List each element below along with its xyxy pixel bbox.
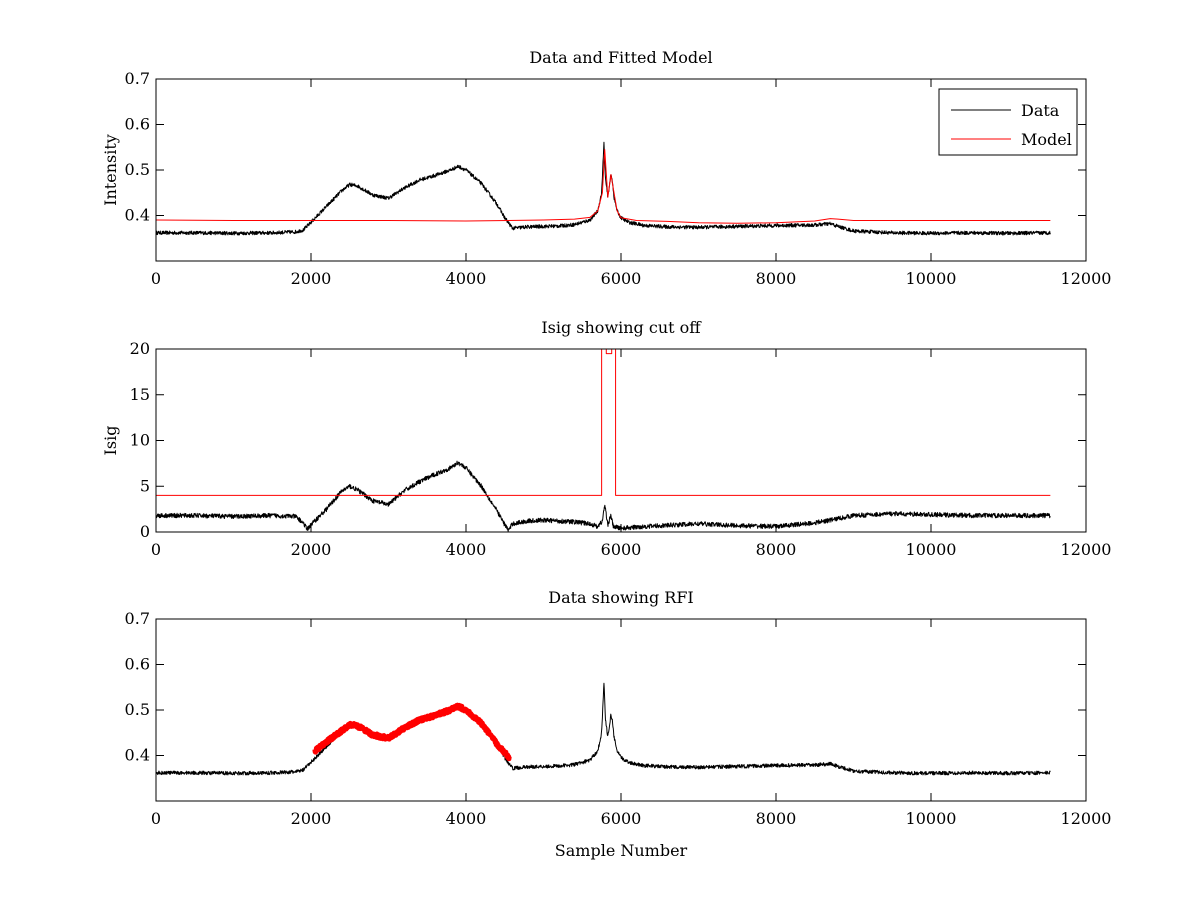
chart-title: Isig showing cut off	[541, 318, 702, 337]
y-tick-label: 0.7	[125, 609, 150, 628]
x-tick-label: 4000	[446, 540, 487, 559]
series-line-2-1	[312, 702, 512, 762]
x-tick-label: 0	[151, 540, 161, 559]
x-tick-label: 8000	[756, 809, 797, 828]
x-axis-label: Sample Number	[555, 841, 688, 860]
y-tick-label: 0	[140, 522, 150, 541]
x-tick-label: 12000	[1061, 809, 1112, 828]
x-tick-label: 10000	[906, 809, 957, 828]
x-tick-label: 6000	[601, 540, 642, 559]
series-line-0-0	[156, 141, 1051, 236]
panel-isig: 0 2000 4000 6000 8000 10000 12000 0 5 10 15 20 Isig …	[101, 318, 1111, 559]
series-line-2-0	[156, 682, 1051, 776]
y-tick-label: 0.4	[125, 746, 150, 765]
x-tick-label: 2000	[291, 809, 332, 828]
x-tick-label: 12000	[1061, 269, 1112, 288]
y-tick-label: 0.6	[125, 655, 150, 674]
x-tick-label: 0	[151, 809, 161, 828]
y-tick-label: 0.4	[125, 206, 150, 225]
chart-title: Data showing RFI	[548, 588, 693, 607]
series-line-0-1	[156, 149, 1051, 224]
x-tick-label: 6000	[601, 269, 642, 288]
x-tick-label: 4000	[446, 809, 487, 828]
x-tick-label: 0	[151, 269, 161, 288]
legend-label: Model	[1021, 130, 1072, 149]
x-tick-label: 8000	[756, 540, 797, 559]
series-line-1-0	[156, 460, 1051, 532]
y-axis-label: Intensity	[101, 134, 120, 206]
x-tick-label: 10000	[906, 269, 957, 288]
y-axis-label: Isig	[101, 426, 120, 456]
y-tick-label: 15	[130, 385, 150, 404]
legend-box	[938, 88, 1078, 156]
panel-data-model: 0 2000 4000 6000 8000 10000 12000 0.4 0.5 0.6 0.7 D…	[101, 48, 1111, 288]
x-tick-label: 2000	[291, 269, 332, 288]
legend: Data Model	[938, 88, 1078, 156]
x-tick-label: 8000	[756, 269, 797, 288]
legend-label: Data	[1021, 101, 1060, 120]
y-tick-label: 20	[130, 339, 150, 358]
y-tick-label: 0.5	[125, 700, 150, 719]
y-tick-label: 10	[130, 431, 150, 450]
chart-title: Data and Fitted Model	[529, 48, 712, 67]
panel-rfi: 0 2000 4000 6000 8000 10000 12000 0.4 0.5 0.6 0.7 D…	[125, 588, 1112, 860]
x-tick-label: 12000	[1061, 540, 1112, 559]
y-tick-label: 0.5	[125, 160, 150, 179]
y-tick-label: 0.7	[125, 69, 150, 88]
y-tick-label: 5	[140, 476, 150, 495]
series-line-1-1	[156, 349, 1051, 496]
x-tick-label: 2000	[291, 540, 332, 559]
x-tick-label: 10000	[906, 540, 957, 559]
x-tick-label: 4000	[446, 269, 487, 288]
x-tick-label: 6000	[601, 809, 642, 828]
y-tick-label: 0.6	[125, 115, 150, 134]
